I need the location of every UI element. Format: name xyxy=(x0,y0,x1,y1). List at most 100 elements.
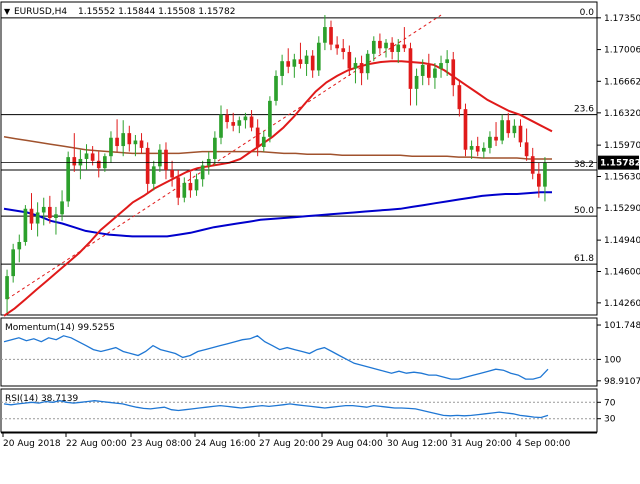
candle-body xyxy=(457,85,462,110)
ohlc-readout: 1.15552 1.15844 1.15508 1.15782 xyxy=(78,7,235,17)
candle-body xyxy=(316,42,321,71)
candle-body xyxy=(463,109,468,150)
candle-body xyxy=(194,179,199,191)
moving-averages xyxy=(3,60,553,317)
candle-body xyxy=(469,146,474,150)
price-tick-label: 1.14940 xyxy=(604,236,640,246)
candle-body xyxy=(219,114,223,138)
momentum-line xyxy=(3,335,549,380)
momentum-series xyxy=(1,335,597,380)
time-tick-label: 27 Aug 20:00 xyxy=(259,439,320,449)
candle-body xyxy=(48,206,52,218)
candle-body xyxy=(261,136,266,147)
axis-tick-label: 100 xyxy=(604,355,621,365)
candle-body xyxy=(182,182,187,198)
candle-body xyxy=(66,157,71,202)
fib-label: 0.0 xyxy=(580,8,595,18)
candle-body xyxy=(237,120,242,126)
time-axis: 20 Aug 2018 22 Aug 00:00 23 Aug 08:00 24 Au… xyxy=(2,433,571,449)
candle-body xyxy=(536,173,541,187)
candle-body xyxy=(249,116,254,128)
price-tick-label: 1.17350 xyxy=(604,14,640,24)
candle-body xyxy=(310,55,315,71)
price-axis: 1.17350 1.17006 1.16662 1.16320 1.15970 1.156… xyxy=(1,14,640,309)
candle-body xyxy=(41,206,46,213)
price-tick-label: 1.16662 xyxy=(604,77,640,87)
candle-body xyxy=(543,162,547,187)
candle-body xyxy=(530,156,535,174)
candle-body xyxy=(524,142,529,157)
candle-body xyxy=(225,114,229,123)
candle-body xyxy=(426,64,431,78)
price-panel-frame xyxy=(0,1,598,316)
ema-red-line xyxy=(3,60,553,317)
fib-label: 50.0 xyxy=(574,206,594,216)
candle-body xyxy=(121,133,126,147)
candle-body xyxy=(475,146,480,152)
price-tick-label: 1.16320 xyxy=(604,109,640,119)
candle-body xyxy=(188,182,193,191)
candle-body xyxy=(127,133,132,145)
current-price-label: 1.15782 xyxy=(600,159,640,169)
time-tick-label: 30 Aug 12:00 xyxy=(387,439,448,449)
candle-body xyxy=(494,136,498,141)
axis-tick-label: 70 xyxy=(604,398,616,408)
trendline xyxy=(6,14,442,300)
candle-body xyxy=(347,51,352,69)
candle-body xyxy=(60,201,64,215)
candle-body xyxy=(90,153,95,161)
rsi-line xyxy=(3,400,549,419)
candle-body xyxy=(139,140,144,148)
time-tick-label: 22 Aug 00:00 xyxy=(66,439,127,449)
candle-body xyxy=(323,27,327,43)
rsi-series xyxy=(1,400,597,420)
candle-body xyxy=(433,68,437,78)
rsi-title: RSI(14) 38.7139 xyxy=(5,394,78,404)
sma-blue-line xyxy=(3,191,552,238)
momentum-panel-frame xyxy=(0,317,598,387)
time-tick-label: 4 Sep 00:00 xyxy=(516,439,571,449)
collapse-icon[interactable]: ▼ xyxy=(4,7,11,16)
candle-body xyxy=(243,116,248,121)
price-tick-label: 1.17006 xyxy=(604,46,640,56)
candle-body xyxy=(384,42,388,49)
sma-brown-line xyxy=(3,136,552,160)
candle-body xyxy=(54,214,58,218)
candle-body xyxy=(268,100,272,137)
candle-body xyxy=(255,127,260,147)
candle-body xyxy=(17,241,22,250)
fib-label: 38.2 xyxy=(574,160,594,170)
candle-body xyxy=(35,212,40,224)
candle-body xyxy=(11,249,16,277)
axis-tick-label: 98.9107 xyxy=(604,377,640,387)
candle-body xyxy=(23,208,28,242)
candle-body xyxy=(176,177,181,198)
price-tick-label: 1.15630 xyxy=(604,172,640,182)
candle-body xyxy=(341,48,346,52)
candle-body xyxy=(329,27,333,45)
candle-body xyxy=(274,75,278,101)
axis-tick-label: 30 xyxy=(604,415,616,425)
candle-body xyxy=(145,147,150,184)
candle-body xyxy=(298,59,303,64)
candle-body xyxy=(133,140,138,145)
candle-body xyxy=(96,160,101,169)
candle-body xyxy=(378,40,382,49)
candle-body xyxy=(390,42,394,52)
time-tick-label: 23 Aug 08:00 xyxy=(131,439,192,449)
momentum-title: Momentum(14) 99.5255 xyxy=(5,323,115,333)
candle-body xyxy=(109,137,113,157)
candle-body xyxy=(170,170,174,178)
candle-body xyxy=(451,59,456,86)
time-tick-label: 20 Aug 2018 xyxy=(3,439,61,449)
candle-body xyxy=(408,48,413,89)
candle-body xyxy=(304,55,309,64)
candle-body xyxy=(72,157,77,166)
candle-body xyxy=(231,122,236,126)
candle-body xyxy=(512,125,517,134)
price-tick-label: 1.15290 xyxy=(604,204,640,214)
candle-body xyxy=(359,63,364,74)
candle-body xyxy=(371,40,376,54)
